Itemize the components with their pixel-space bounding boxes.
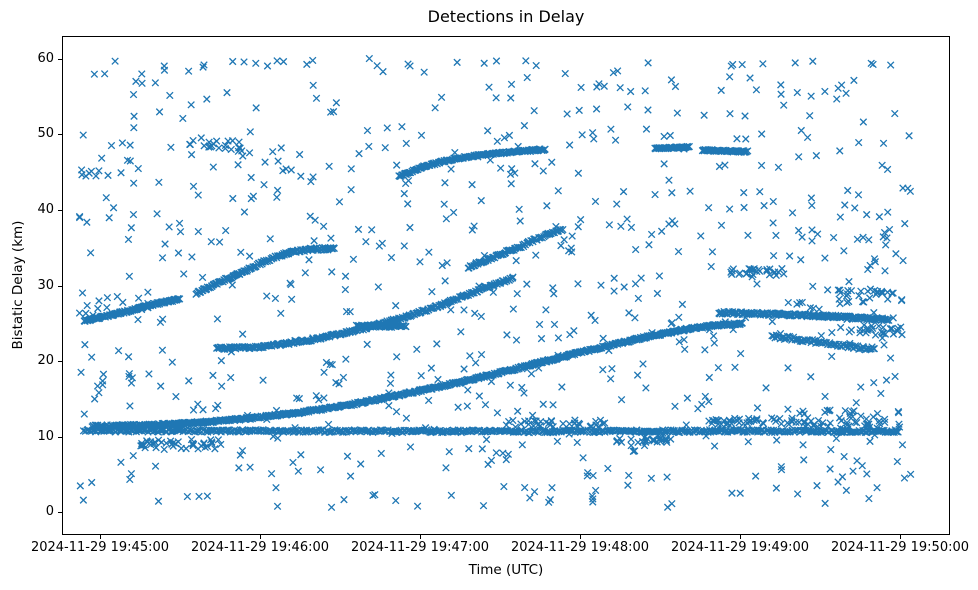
- x-tick-label: 2024-11-29 19:46:00: [190, 540, 330, 555]
- x-tick-label: 2024-11-29 19:48:00: [510, 540, 650, 555]
- chart-title: Detections in Delay: [427, 7, 585, 26]
- x-tick-label: 2024-11-29 19:50:00: [830, 540, 970, 555]
- x-tick-label: 2024-11-29 19:45:00: [30, 540, 170, 555]
- y-tick-label: 0: [45, 504, 54, 519]
- x-tick-label: 2024-11-29 19:47:00: [350, 540, 490, 555]
- y-tick-label: 50: [37, 126, 54, 141]
- y-tick-label: 40: [37, 202, 54, 217]
- y-tick-label: 60: [37, 51, 54, 66]
- x-axis-label: Time (UTC): [468, 562, 544, 578]
- x-tick-label: 2024-11-29 19:49:00: [670, 540, 810, 555]
- y-tick-label: 30: [37, 278, 54, 293]
- y-tick-label: 20: [37, 353, 54, 368]
- y-tick-label: 10: [37, 429, 54, 444]
